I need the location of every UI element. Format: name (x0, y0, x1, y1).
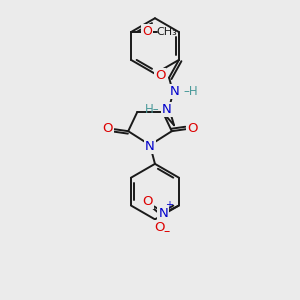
Text: N: N (170, 85, 180, 98)
Text: O: O (155, 69, 165, 82)
Text: N: N (158, 207, 168, 220)
Text: –: – (163, 225, 169, 238)
Text: O: O (154, 221, 164, 234)
Text: CH₃: CH₃ (157, 27, 177, 37)
Text: O: O (188, 122, 198, 135)
Text: N: N (145, 140, 155, 152)
Text: H–: H– (145, 103, 159, 116)
Text: –H: –H (183, 85, 198, 98)
Text: O: O (142, 195, 152, 208)
Text: O: O (142, 25, 152, 38)
Text: O: O (102, 122, 112, 135)
Text: +: + (165, 200, 173, 211)
Text: N: N (162, 103, 172, 116)
